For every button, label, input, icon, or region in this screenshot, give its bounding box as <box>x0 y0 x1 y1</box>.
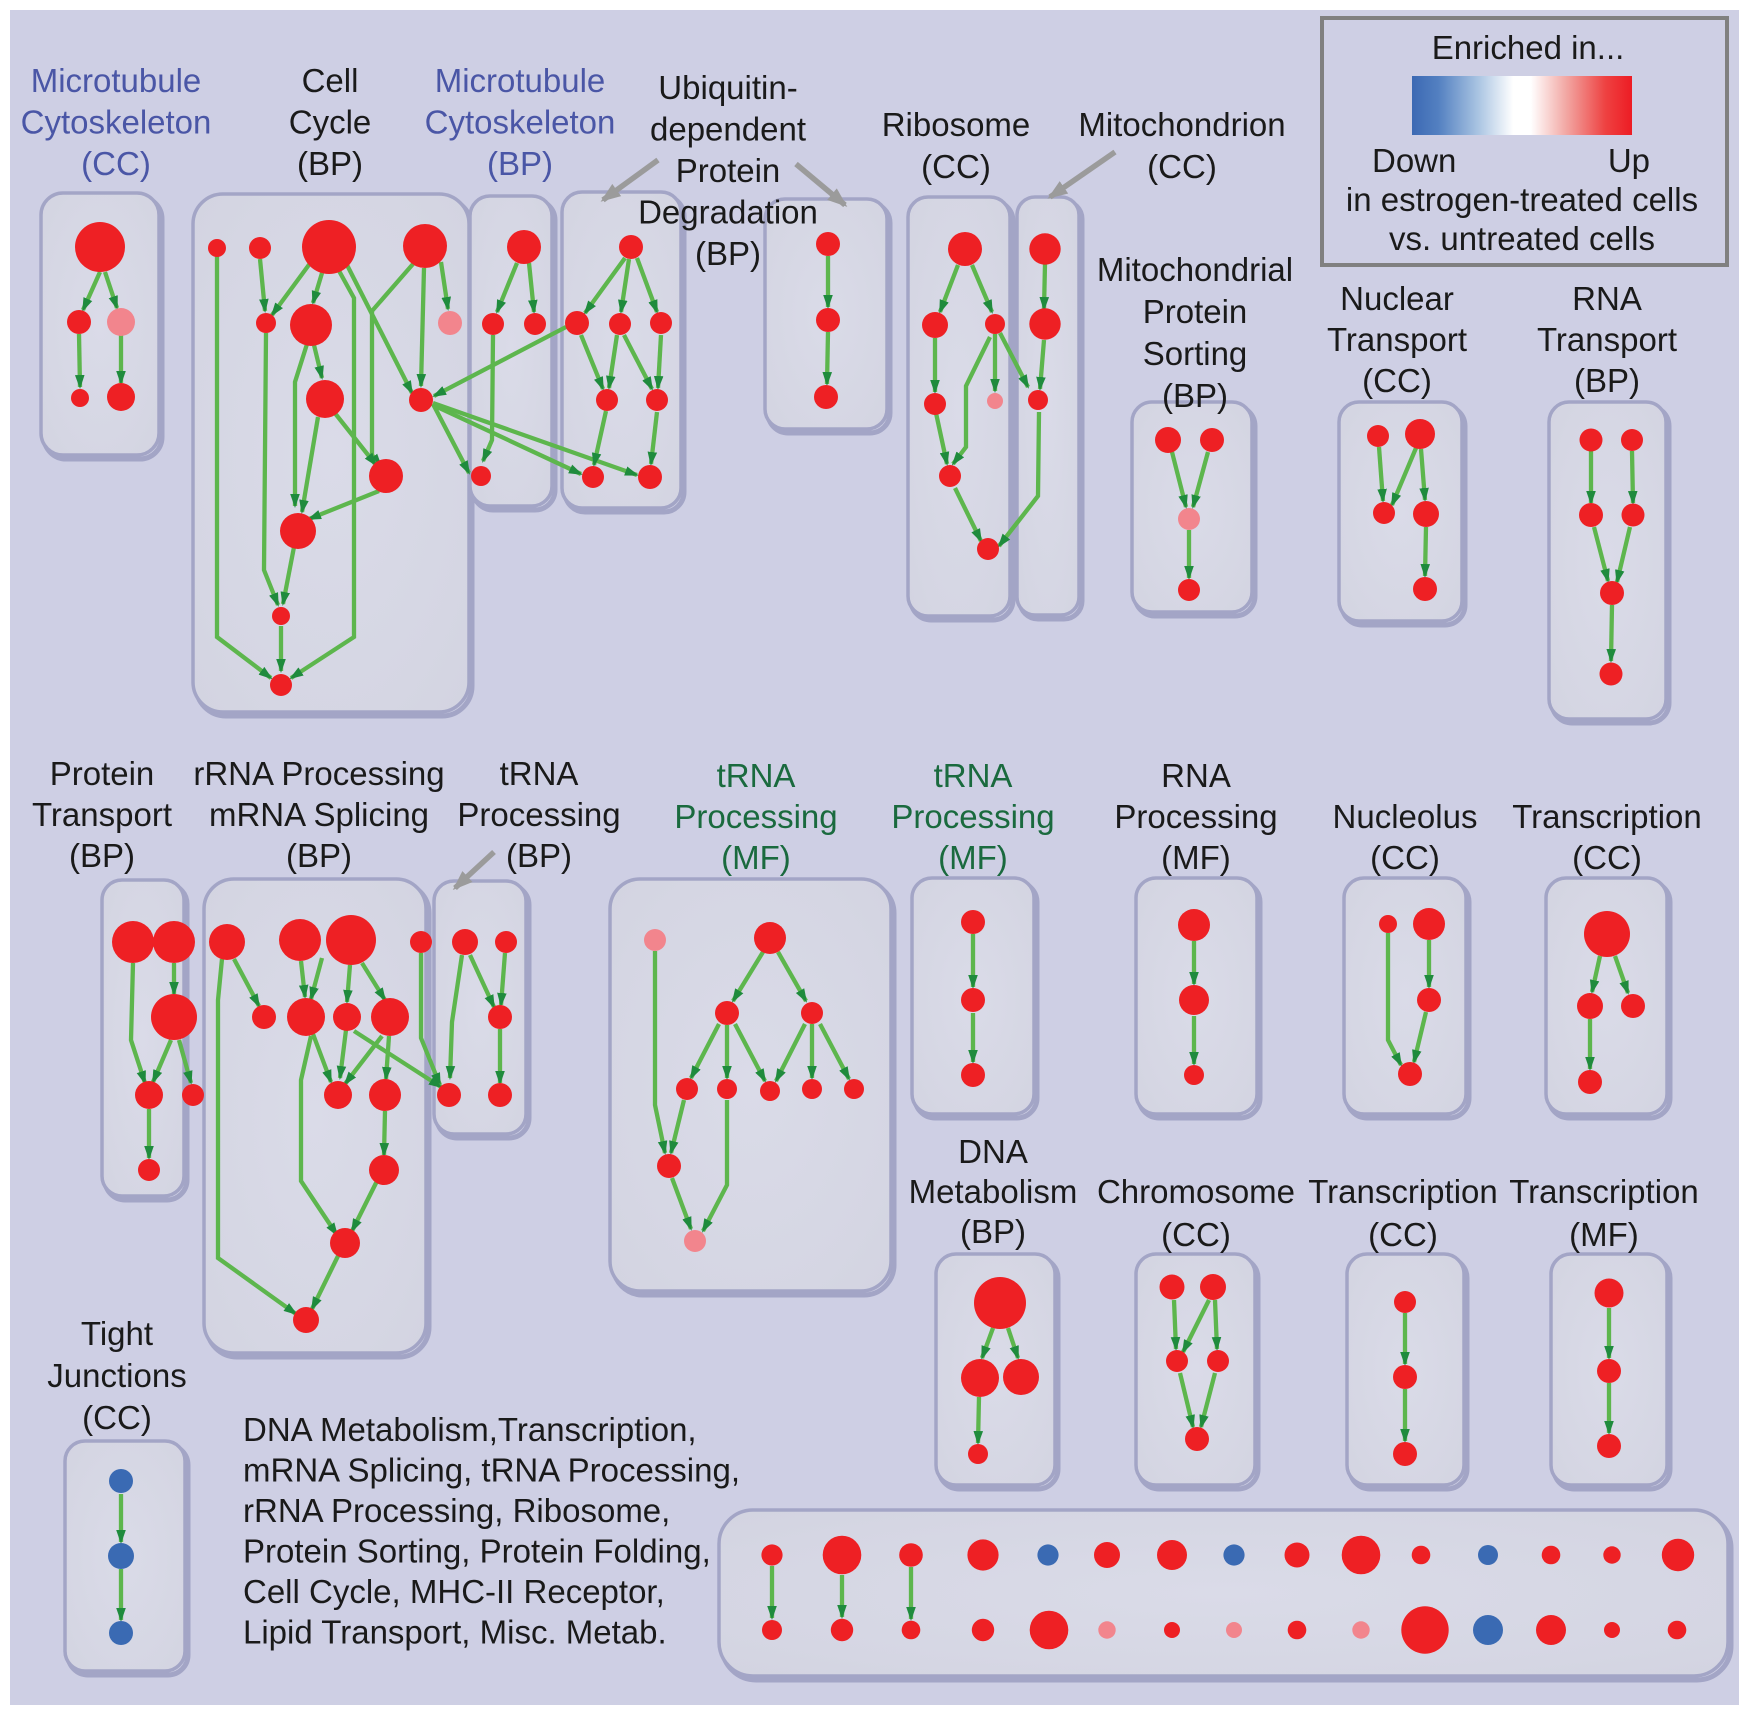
svg-text:Up: Up <box>1608 142 1650 179</box>
svg-text:Degradation: Degradation <box>638 194 818 231</box>
svg-text:Enriched in...: Enriched in... <box>1432 29 1625 66</box>
svg-text:tRNA: tRNA <box>934 757 1013 794</box>
svg-text:(BP): (BP) <box>286 837 352 874</box>
svg-text:tRNA: tRNA <box>717 757 796 794</box>
svg-text:Protein: Protein <box>1143 293 1248 330</box>
svg-text:Mitochondrion: Mitochondrion <box>1078 106 1285 143</box>
svg-text:Transport: Transport <box>32 796 172 833</box>
svg-text:(BP): (BP) <box>487 145 553 182</box>
svg-text:Cytoskeleton: Cytoskeleton <box>425 104 616 141</box>
svg-text:tRNA: tRNA <box>500 755 579 792</box>
svg-text:(CC): (CC) <box>921 148 991 185</box>
svg-text:(MF): (MF) <box>1161 839 1231 876</box>
svg-text:Transcription: Transcription <box>1308 1173 1498 1210</box>
svg-text:(MF): (MF) <box>1569 1216 1639 1253</box>
svg-text:Cell: Cell <box>302 62 359 99</box>
svg-text:RNA: RNA <box>1161 757 1231 794</box>
svg-text:Processing: Processing <box>457 796 620 833</box>
svg-text:rRNA Processing: rRNA Processing <box>193 755 444 792</box>
svg-text:Protein: Protein <box>676 152 781 189</box>
svg-text:Nuclear: Nuclear <box>1340 280 1454 317</box>
svg-text:Cytoskeleton: Cytoskeleton <box>21 104 212 141</box>
svg-text:Sorting: Sorting <box>1143 335 1248 372</box>
svg-text:(BP): (BP) <box>1574 362 1640 399</box>
svg-text:(BP): (BP) <box>69 837 135 874</box>
svg-text:(CC): (CC) <box>82 1399 152 1436</box>
svg-text:Metabolism: Metabolism <box>909 1173 1078 1210</box>
svg-text:(BP): (BP) <box>506 837 572 874</box>
svg-text:Ubiquitin-: Ubiquitin- <box>658 69 797 106</box>
svg-text:Processing: Processing <box>891 798 1054 835</box>
svg-text:(CC): (CC) <box>1368 1216 1438 1253</box>
svg-text:Junctions: Junctions <box>47 1357 186 1394</box>
svg-text:(CC): (CC) <box>1147 148 1217 185</box>
svg-text:Cell Cycle, MHC-II Receptor,: Cell Cycle, MHC-II Receptor, <box>243 1573 665 1610</box>
svg-text:DNA: DNA <box>958 1133 1028 1170</box>
svg-text:Cycle: Cycle <box>289 104 372 141</box>
svg-text:dependent: dependent <box>650 111 806 148</box>
svg-text:(MF): (MF) <box>721 839 791 876</box>
svg-text:mRNA Splicing, tRNA Processing: mRNA Splicing, tRNA Processing, <box>243 1452 740 1489</box>
svg-text:(CC): (CC) <box>1362 362 1432 399</box>
svg-text:DNA Metabolism,Transcription,: DNA Metabolism,Transcription, <box>243 1411 697 1448</box>
svg-text:(BP): (BP) <box>1162 377 1228 414</box>
svg-text:(CC): (CC) <box>81 145 151 182</box>
svg-text:(BP): (BP) <box>960 1213 1026 1250</box>
svg-text:(BP): (BP) <box>297 145 363 182</box>
svg-text:(CC): (CC) <box>1370 839 1440 876</box>
svg-text:Protein: Protein <box>50 755 155 792</box>
svg-text:Mitochondrial: Mitochondrial <box>1097 251 1293 288</box>
svg-text:(CC): (CC) <box>1161 1216 1231 1253</box>
svg-text:vs. untreated cells: vs. untreated cells <box>1389 220 1655 257</box>
svg-text:(CC): (CC) <box>1572 839 1642 876</box>
svg-text:RNA: RNA <box>1572 280 1642 317</box>
svg-text:Processing: Processing <box>674 798 837 835</box>
svg-text:Protein Sorting, Protein Foldi: Protein Sorting, Protein Folding, <box>243 1533 711 1570</box>
svg-text:Tight: Tight <box>81 1315 153 1352</box>
svg-text:in estrogen-treated cells: in estrogen-treated cells <box>1346 181 1698 218</box>
svg-text:Transport: Transport <box>1327 321 1467 358</box>
svg-text:Ribosome: Ribosome <box>882 106 1031 143</box>
svg-text:Microtubule: Microtubule <box>435 62 606 99</box>
svg-text:mRNA Splicing: mRNA Splicing <box>209 796 429 833</box>
svg-text:(MF): (MF) <box>938 839 1008 876</box>
svg-text:Down: Down <box>1372 142 1456 179</box>
svg-text:Transcription: Transcription <box>1512 798 1702 835</box>
svg-text:Lipid Transport, Misc. Metab.: Lipid Transport, Misc. Metab. <box>243 1614 667 1651</box>
svg-text:rRNA Processing, Ribosome,: rRNA Processing, Ribosome, <box>243 1492 670 1529</box>
svg-text:(BP): (BP) <box>695 235 761 272</box>
svg-text:Processing: Processing <box>1114 798 1277 835</box>
svg-text:Chromosome: Chromosome <box>1097 1173 1295 1210</box>
svg-text:Transcription: Transcription <box>1509 1173 1699 1210</box>
svg-text:Microtubule: Microtubule <box>31 62 202 99</box>
svg-text:Nucleolus: Nucleolus <box>1333 798 1478 835</box>
svg-text:Transport: Transport <box>1537 321 1677 358</box>
